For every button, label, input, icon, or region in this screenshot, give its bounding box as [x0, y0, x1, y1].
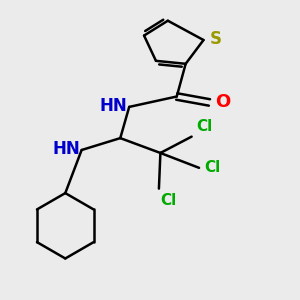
Text: HN: HN	[52, 140, 80, 158]
Text: Cl: Cl	[160, 193, 177, 208]
Text: Cl: Cl	[196, 119, 212, 134]
Text: HN: HN	[100, 97, 128, 115]
Text: S: S	[210, 30, 222, 48]
Text: O: O	[215, 93, 230, 111]
Text: Cl: Cl	[204, 160, 220, 175]
